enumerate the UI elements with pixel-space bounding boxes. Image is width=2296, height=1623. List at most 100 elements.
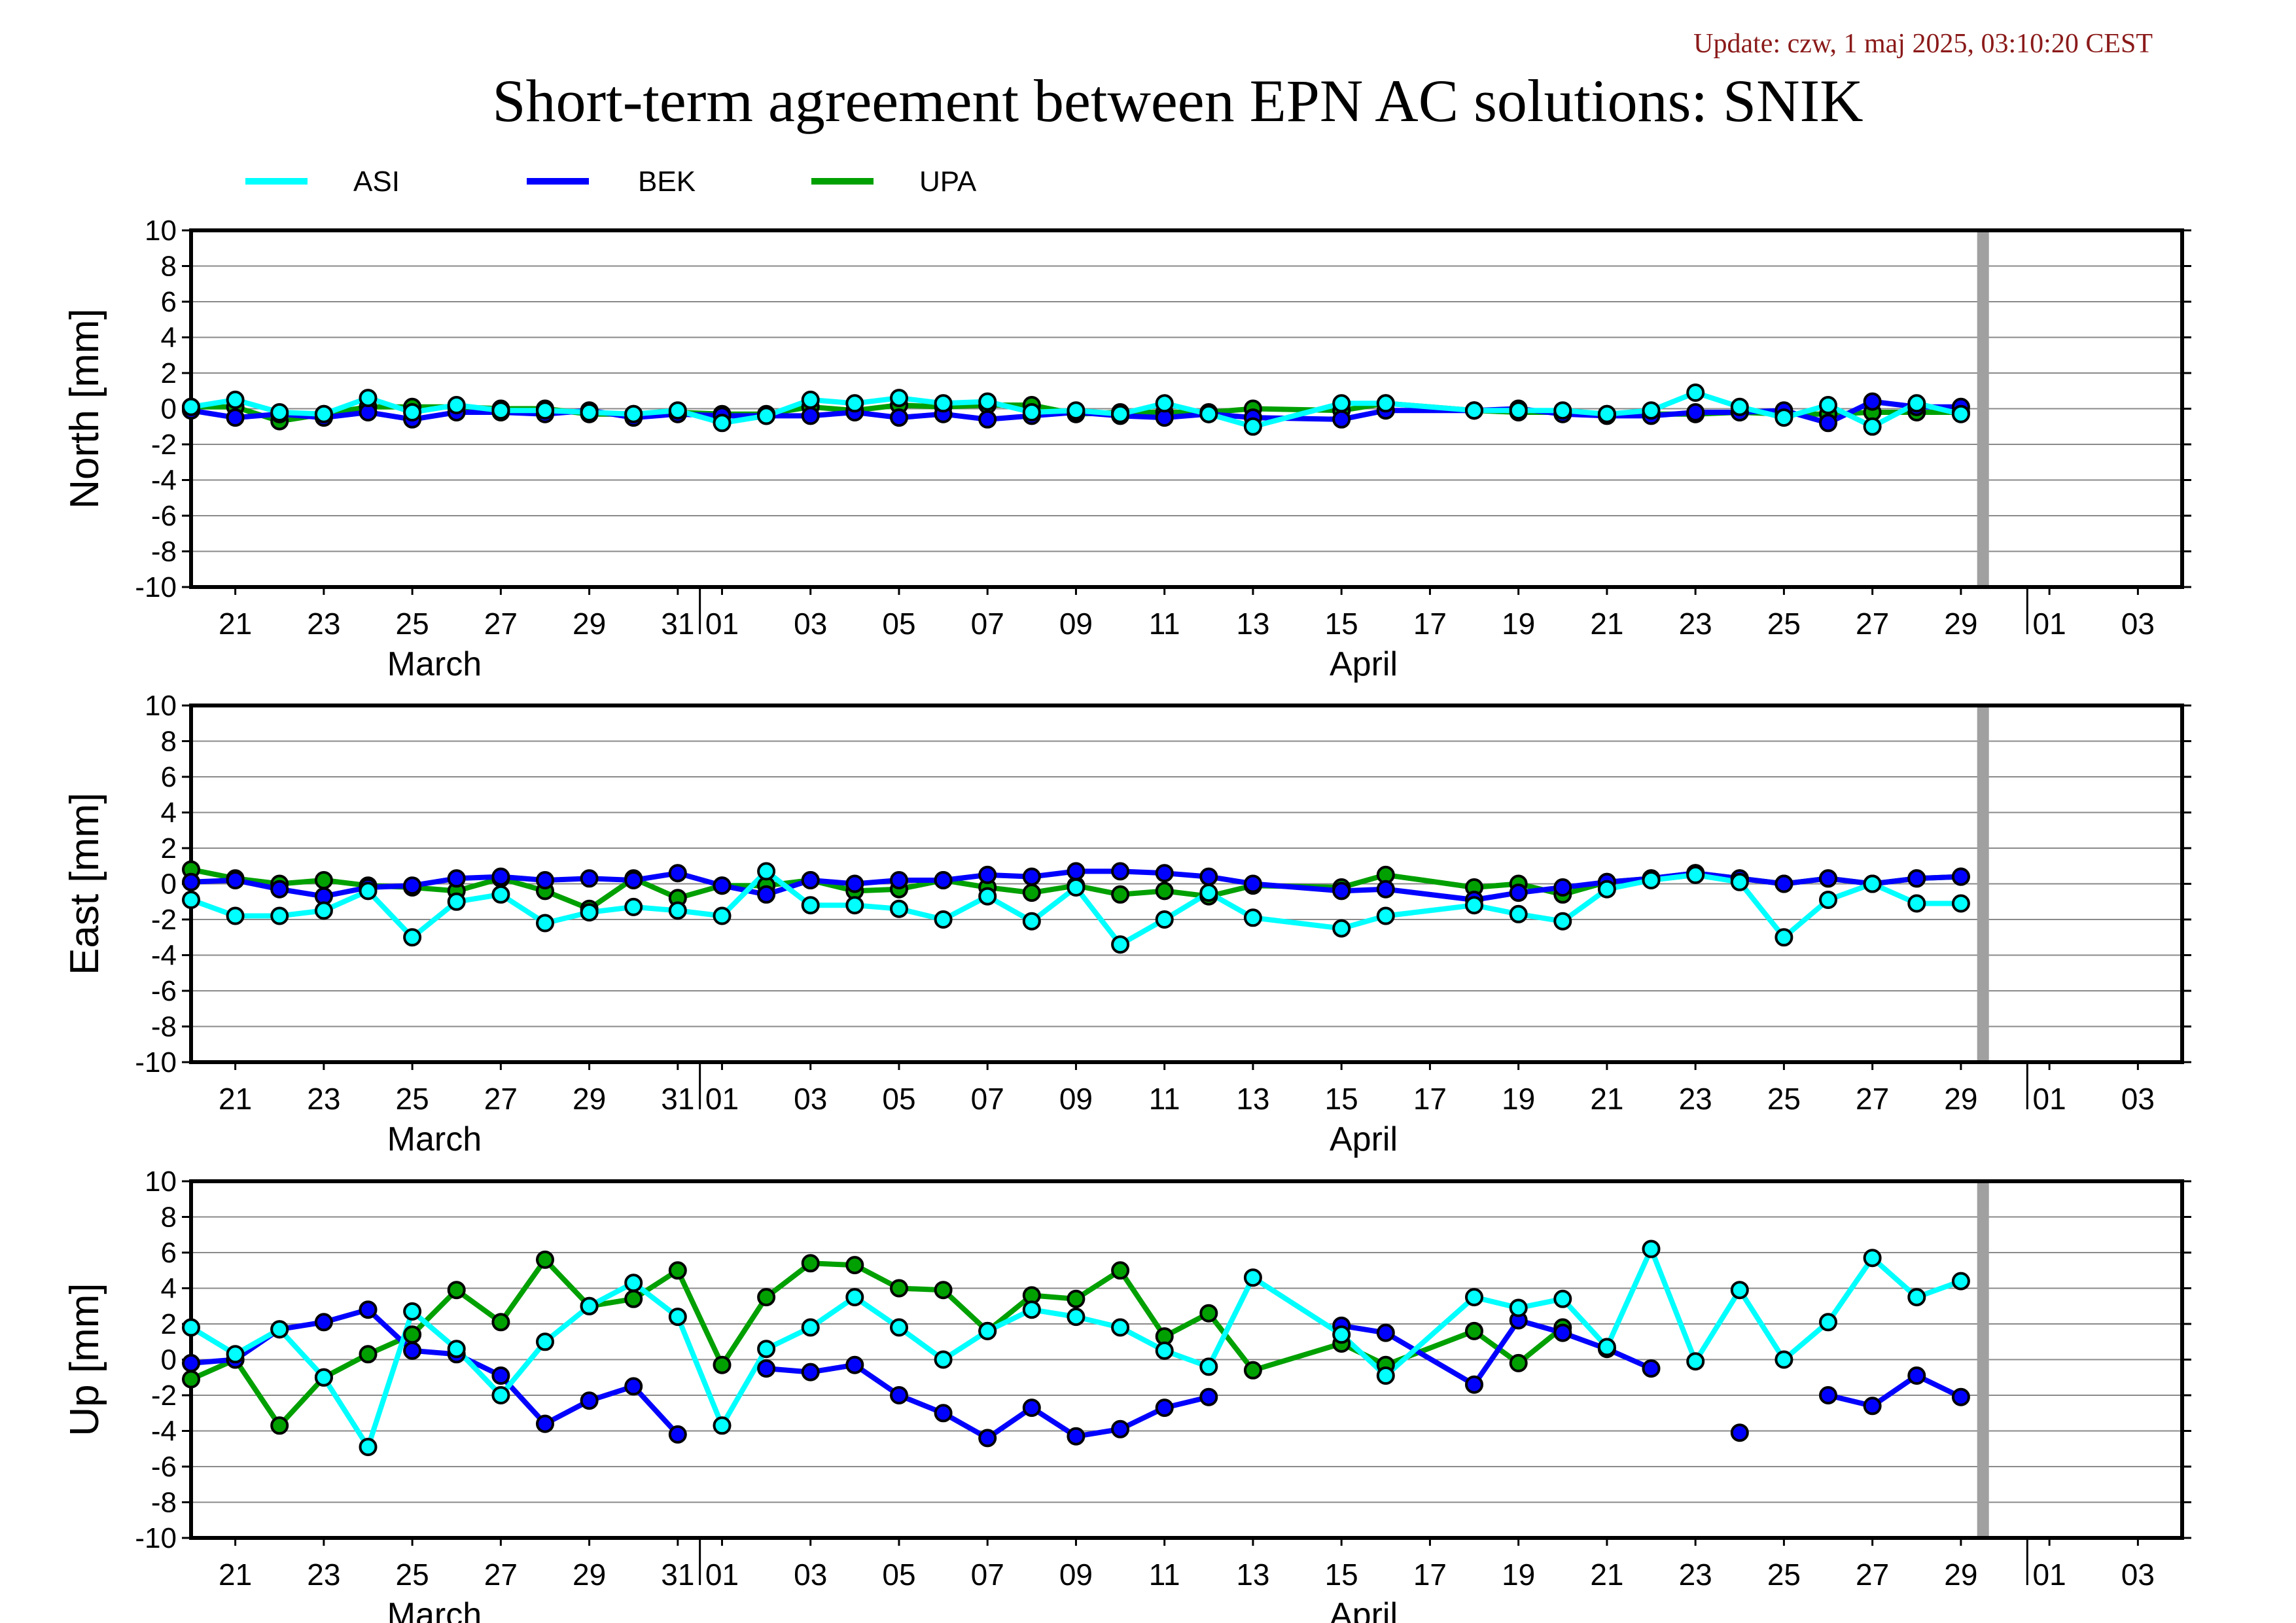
data-point-asi	[359, 389, 378, 408]
data-point-upa	[1509, 1353, 1528, 1372]
data-point-asi	[1465, 896, 1483, 915]
data-point-asi	[1951, 894, 1970, 913]
data-point-bek	[1199, 867, 1218, 886]
data-point-asi	[624, 897, 643, 916]
data-point-asi	[491, 885, 510, 904]
data-point-bek	[1111, 862, 1130, 881]
y-tick-label: 2	[161, 832, 177, 865]
reference-day-bar	[1977, 230, 1989, 587]
data-point-upa	[359, 1345, 378, 1364]
data-point-upa	[1067, 1289, 1086, 1308]
data-point-bek	[1022, 1399, 1041, 1418]
data-point-asi	[491, 401, 510, 420]
data-point-upa	[845, 1256, 864, 1275]
data-point-asi	[1509, 904, 1528, 923]
data-point-asi	[1376, 394, 1395, 413]
data-point-asi	[1022, 1300, 1041, 1319]
data-point-asi	[1199, 1357, 1218, 1376]
data-point-asi	[359, 882, 378, 901]
x-tick-label: 23	[307, 1082, 340, 1116]
data-point-asi	[1819, 1313, 1837, 1332]
y-tick-label: -2	[151, 429, 177, 461]
data-point-asi	[1199, 404, 1218, 423]
y-tick-label: -10	[135, 1046, 177, 1079]
data-point-bek	[1863, 392, 1882, 411]
data-point-upa	[801, 1254, 820, 1273]
data-point-asi	[1553, 401, 1572, 420]
legend: ASI BEK UPA	[245, 166, 977, 198]
data-point-asi	[270, 1320, 289, 1339]
x-tick-label: 27	[484, 1558, 518, 1592]
data-point-asi	[801, 390, 820, 409]
x-tick-label: 25	[1767, 1082, 1801, 1116]
x-tick-label: 13	[1236, 1558, 1269, 1592]
x-tick-label: 31	[661, 1558, 694, 1592]
data-point-asi	[1067, 401, 1086, 420]
data-point-bek	[1863, 1397, 1882, 1416]
y-tick-label: 2	[161, 1308, 177, 1340]
data-point-bek	[890, 1386, 908, 1404]
data-point-asi	[403, 928, 422, 947]
data-point-upa	[1111, 885, 1130, 904]
data-point-asi	[757, 406, 776, 425]
data-point-bek	[1509, 883, 1528, 902]
y-tick-label: 0	[161, 1344, 177, 1376]
data-point-asi	[314, 901, 333, 920]
data-point-upa	[1111, 1261, 1130, 1280]
data-point-bek	[801, 871, 820, 889]
data-point-upa	[668, 1261, 687, 1280]
data-point-upa	[1465, 1321, 1483, 1340]
data-point-bek	[757, 885, 776, 904]
data-point-bek	[226, 871, 245, 889]
data-point-asi	[403, 1302, 422, 1321]
data-point-asi	[1642, 401, 1661, 420]
data-point-asi	[1155, 394, 1174, 413]
data-point-upa	[713, 1355, 732, 1374]
data-point-bek	[1155, 1399, 1174, 1418]
data-point-asi	[890, 899, 908, 918]
y-tick-label: -2	[151, 904, 177, 936]
chart-panel-1: 10 86 42 0 -2 -4-6 -8-10 21 23 25 27 29 31 01 03 05 07 09…	[62, 215, 2191, 683]
data-point-asi	[1951, 404, 1970, 423]
data-point-asi	[1332, 394, 1351, 413]
data-point-asi	[226, 1345, 245, 1364]
data-point-bek	[934, 871, 953, 889]
data-point-bek	[845, 1355, 864, 1374]
data-point-asi	[1155, 1341, 1174, 1360]
y-tick-label: -4	[151, 465, 177, 497]
series-line-upa	[190, 1257, 1564, 1429]
data-point-asi	[978, 887, 997, 906]
x-tick-label: 27	[484, 1082, 518, 1116]
data-point-bek	[978, 1429, 997, 1448]
x-tick-label: 07	[971, 607, 1004, 641]
data-point-upa	[447, 1281, 466, 1300]
x-tick-label: 13	[1236, 1082, 1269, 1116]
x-tick-label: 01	[705, 1082, 739, 1116]
y-axis-label: North [mm]	[62, 308, 107, 509]
data-point-asi	[668, 901, 687, 920]
data-point-upa	[536, 1250, 554, 1269]
month-label: March	[387, 1120, 482, 1158]
x-tick-label: 23	[307, 1558, 340, 1592]
data-point-asi	[359, 1438, 378, 1456]
series-line-bek	[1828, 1373, 1962, 1409]
y-tick-label: -10	[135, 571, 177, 603]
data-point-bek	[1907, 869, 1926, 888]
data-point-asi	[1155, 910, 1174, 929]
data-point-asi	[801, 1318, 820, 1337]
x-tick-label: 25	[1767, 607, 1801, 641]
data-point-bek	[182, 872, 200, 891]
data-point-upa	[1243, 1361, 1262, 1380]
x-tick-label: 11	[1149, 1558, 1180, 1592]
data-point-asi	[1067, 878, 1086, 897]
data-point-bek	[668, 864, 687, 883]
month-label: April	[1330, 1596, 1398, 1623]
data-point-bek	[1642, 1359, 1661, 1378]
data-point-asi	[314, 404, 333, 423]
data-point-bek	[1376, 880, 1395, 899]
data-point-bek	[757, 1359, 776, 1378]
data-point-bek	[1332, 882, 1351, 901]
x-tick-label: 01	[2033, 1082, 2066, 1116]
data-point-bek	[1465, 1375, 1483, 1394]
